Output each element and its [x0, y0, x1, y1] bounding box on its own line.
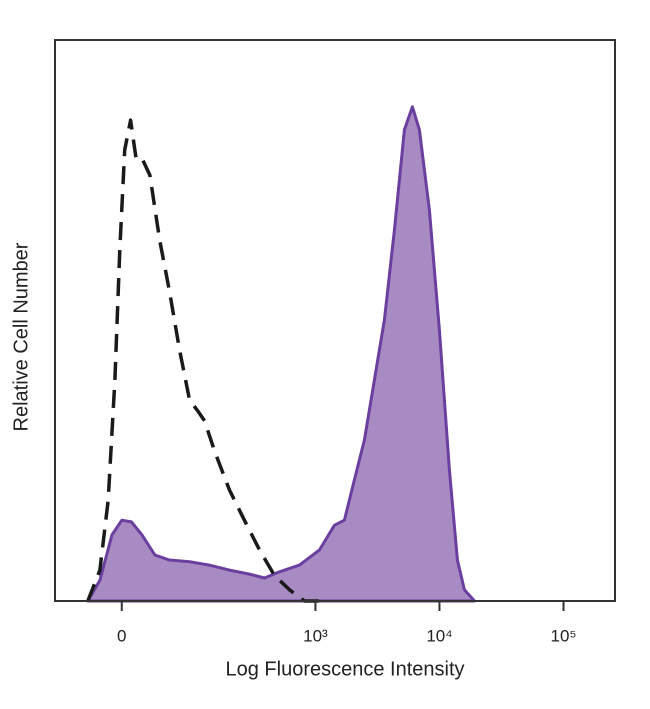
x-tick-label: 0	[117, 626, 126, 645]
x-tick-label: 10⁵	[551, 626, 577, 645]
x-tick-label: 10³	[303, 626, 328, 645]
plot-frame	[54, 39, 616, 602]
histogram-curve	[86, 105, 476, 603]
x-axis-label: Log Fluorescence Intensity	[225, 658, 464, 680]
x-tick-label: 10⁴	[426, 626, 452, 645]
y-axis-label: Relative Cell Number	[10, 242, 32, 431]
